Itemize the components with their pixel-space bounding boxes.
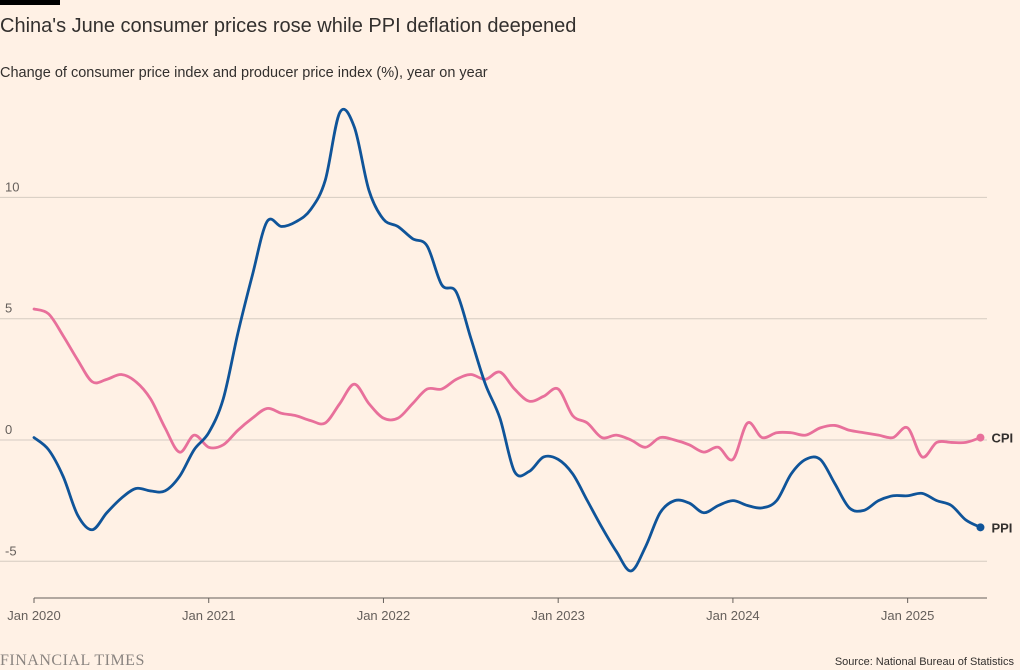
line-chart: 10 5 0 -5 Jan 2020 Jan 2021 Jan 2022 Jan 2023 Ja…: [0, 107, 1013, 623]
x-tick-label: Jan 2024: [706, 608, 760, 623]
y-tick-label: -5: [5, 543, 17, 558]
chart-title: China's June consumer prices rose while …: [0, 15, 577, 37]
ppi-end-point: [976, 523, 985, 532]
ft-brand-logo: FINANCIAL TIMES: [0, 652, 145, 669]
x-tick-label: Jan 2022: [357, 608, 411, 623]
ft-top-bar: [0, 0, 60, 5]
ppi-series-label: PPI: [991, 520, 1012, 535]
y-tick-label: 0: [5, 422, 12, 437]
y-tick-label: 5: [5, 301, 12, 316]
cpi-end-point: [976, 433, 985, 442]
x-tick-label: Jan 2023: [531, 608, 585, 623]
x-tick-label: Jan 2025: [881, 608, 935, 623]
source-note: Source: National Bureau of Statistics: [834, 656, 1014, 668]
cpi-series-label: CPI: [991, 431, 1013, 446]
y-tick-label: 10: [5, 179, 19, 194]
ppi-series-line: [32, 107, 982, 573]
cpi-series-line: [32, 307, 982, 462]
x-tick-label: Jan 2021: [182, 608, 236, 623]
chart-subtitle: Change of consumer price index and produ…: [0, 65, 488, 81]
x-tick-label: Jan 2020: [7, 608, 61, 623]
